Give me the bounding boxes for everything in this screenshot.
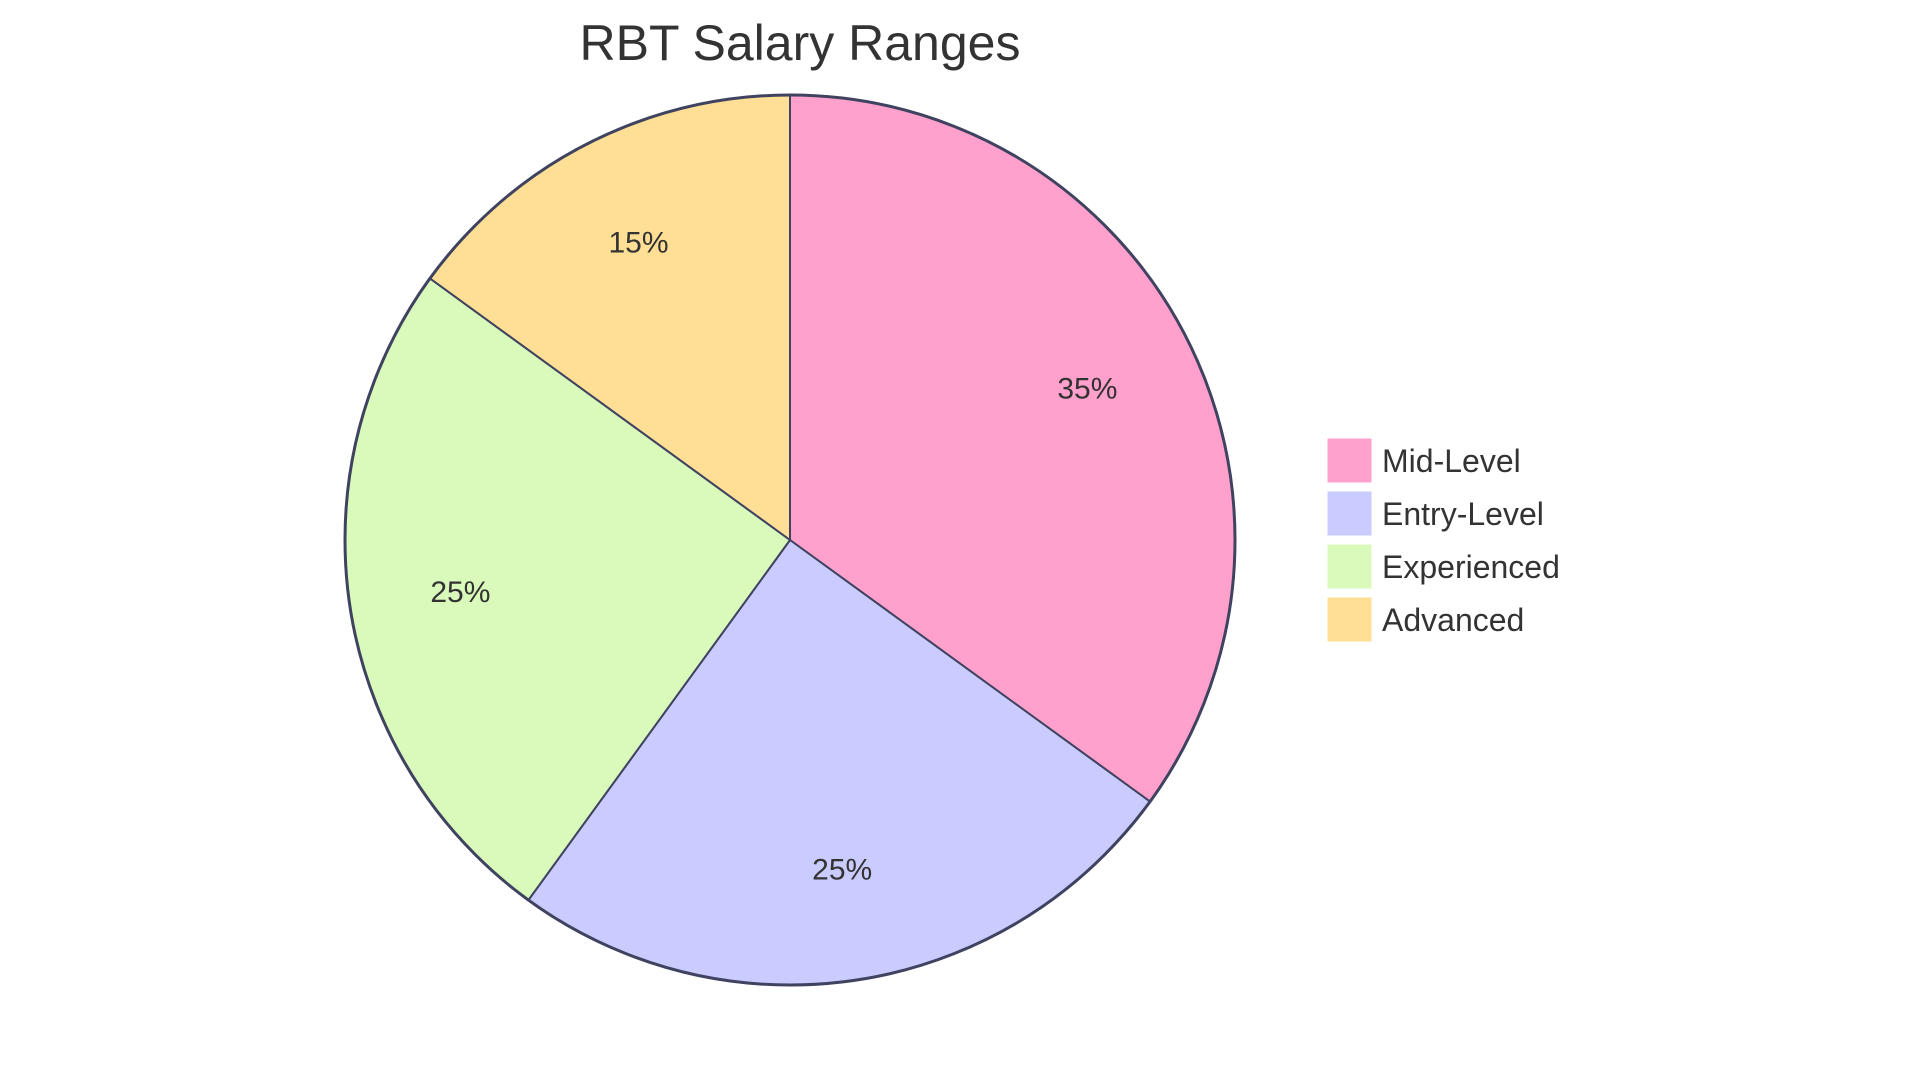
slice-labels: 35% 25% 25% 15% [430, 227, 1117, 887]
legend-swatch [1326, 596, 1373, 643]
pie-outline [343, 93, 1237, 987]
legend-item: Advanced [1326, 596, 1524, 643]
slice-label: 35% [1057, 372, 1117, 405]
slice-label: 25% [430, 576, 490, 609]
slice-label: 15% [608, 227, 668, 260]
legend-item: Mid-Level [1326, 437, 1521, 484]
legend-item: Experienced [1326, 543, 1560, 590]
legend-swatch [1326, 543, 1373, 590]
legend: Mid-Level Entry-Level Experienced Advanced [1326, 437, 1560, 643]
slice-label: 25% [812, 854, 872, 887]
legend-label: Advanced [1382, 602, 1524, 638]
legend-swatch [1326, 490, 1373, 537]
legend-item: Entry-Level [1326, 490, 1544, 537]
legend-swatch [1326, 437, 1373, 484]
chart-title: RBT Salary Ranges [580, 15, 1021, 71]
legend-label: Entry-Level [1382, 496, 1544, 532]
legend-label: Mid-Level [1382, 443, 1521, 479]
pie-slices [343, 93, 1237, 987]
legend-label: Experienced [1382, 549, 1560, 585]
